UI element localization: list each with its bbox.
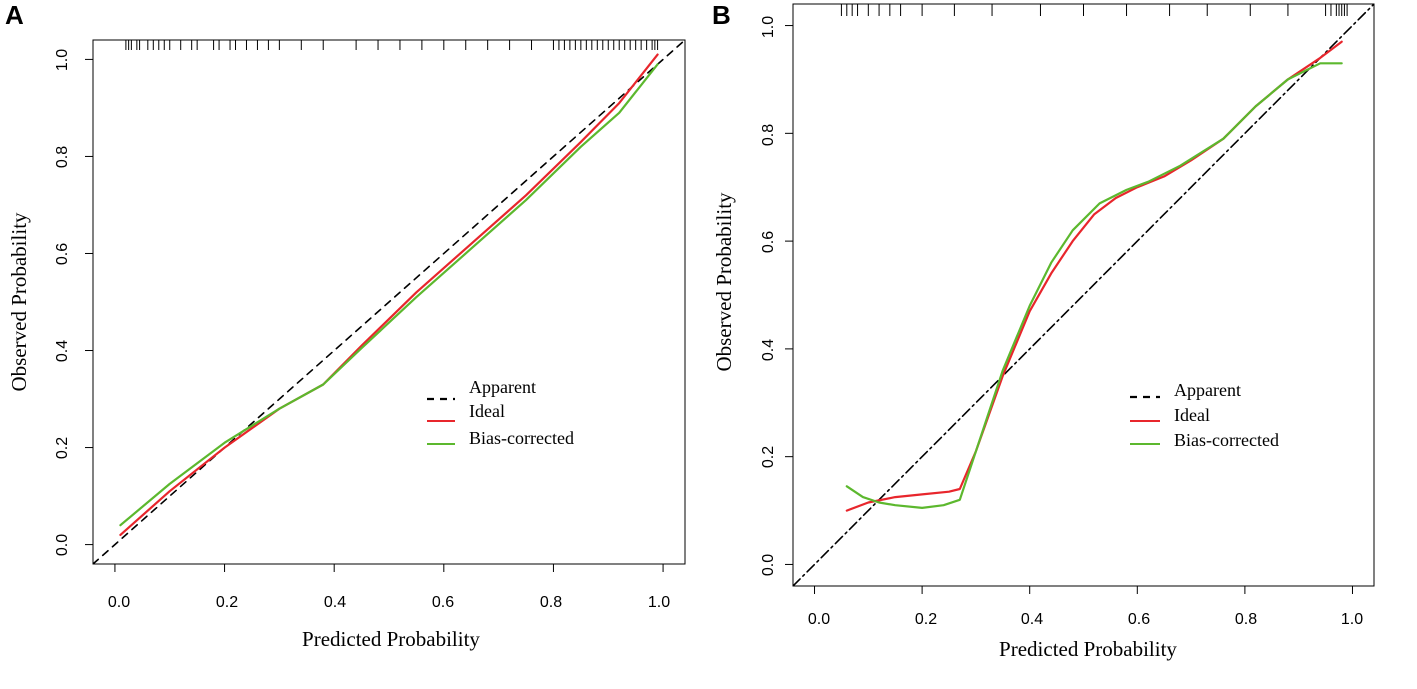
panel-b-legend-label-bias-corrected: Bias-corrected: [1174, 430, 1279, 450]
panel-a-series-ideal: [119, 53, 659, 537]
panel-b-ytick-label: 0.2: [760, 446, 777, 468]
panel-b-ticks: 0.0 0.2 0.4 0.6 0.8 1.0 0.0 0.2 0.4 0.6 …: [760, 16, 1363, 628]
panel-a-y-axis-title: Observed Probability: [7, 212, 31, 392]
panel-b: B 0.0 0.2 0.4 0.6 0.8 1.0 0.0 0.2 0.4 0.…: [712, 0, 1375, 661]
panel-a-x-axis-title: Predicted Probability: [302, 627, 480, 651]
panel-b-ytick-label: 0.6: [760, 231, 777, 253]
panel-a-xtick-label: 0.0: [108, 594, 130, 611]
panel-b-xtick-label: 0.6: [1128, 611, 1150, 628]
panel-a-rug: [125, 40, 659, 50]
panel-b-x-axis-title: Predicted Probability: [999, 637, 1177, 661]
panel-a-ticks: 0.0 0.2 0.4 0.6 0.8 1.0 0.0 0.2 0.4 0.6 …: [54, 49, 670, 611]
panel-b-y-axis-title: Observed Probability: [712, 192, 736, 372]
panel-b-xtick-label: 0.4: [1021, 611, 1043, 628]
panel-a-legend-label-bias-corrected: Bias-corrected: [469, 428, 574, 448]
panel-b-legend: Apparent Ideal Bias-corrected: [1130, 380, 1279, 450]
panel-b-xtick-label: 0.2: [915, 611, 937, 628]
panel-b-xtick-label: 0.8: [1235, 611, 1257, 628]
panel-b-series-bias-corrected: [845, 62, 1343, 509]
panel-b-ytick-label: 0.8: [760, 124, 777, 146]
panel-a-series: [93, 40, 685, 564]
panel-b-series-apparent: [793, 4, 1374, 586]
panel-b-legend-label-ideal: Ideal: [1174, 405, 1210, 425]
panel-b-rug: [840, 4, 1348, 16]
panel-a-xtick-label: 0.4: [324, 594, 346, 611]
panel-b-xtick-label: 1.0: [1341, 611, 1363, 628]
panel-b-ytick-label: 0.4: [760, 339, 777, 361]
panel-a-legend-label-apparent: Apparent: [469, 377, 536, 397]
panel-a-xtick-label: 0.8: [540, 594, 562, 611]
panel-a-xtick-label: 0.6: [432, 594, 454, 611]
panel-a-xtick-label: 1.0: [648, 594, 670, 611]
panel-b-ytick-label: 0.0: [760, 554, 777, 576]
panel-a-letter: A: [5, 0, 24, 30]
panel-b-xtick-label: 0.0: [808, 611, 830, 628]
panel-a-ytick-label: 1.0: [54, 49, 71, 71]
panel-a-series-apparent: [93, 40, 685, 564]
panel-a-series-bias-corrected: [119, 63, 659, 527]
panel-a-ytick-label: 0.6: [54, 243, 71, 265]
panel-a-legend-label-ideal: Ideal: [469, 401, 505, 421]
panel-a-plot-frame: [92, 39, 686, 565]
panel-a-legend: Apparent Ideal Bias-corrected: [427, 377, 574, 448]
panel-a: A 0.0 0.2 0.4 0.6 0.8 1.0 0.0 0.2 0.4 0.…: [5, 0, 686, 651]
panel-b-ytick-label: 1.0: [760, 16, 777, 38]
panel-a-ytick-label: 0.2: [54, 437, 71, 459]
panel-b-legend-label-apparent: Apparent: [1174, 380, 1241, 400]
panel-a-ytick-label: 0.0: [54, 534, 71, 556]
panel-a-ytick-label: 0.8: [54, 146, 71, 168]
panel-b-letter: B: [712, 0, 731, 30]
panel-b-series: [793, 4, 1374, 586]
panel-a-ytick-label: 0.4: [54, 340, 71, 362]
panel-a-xtick-label: 0.2: [216, 594, 238, 611]
